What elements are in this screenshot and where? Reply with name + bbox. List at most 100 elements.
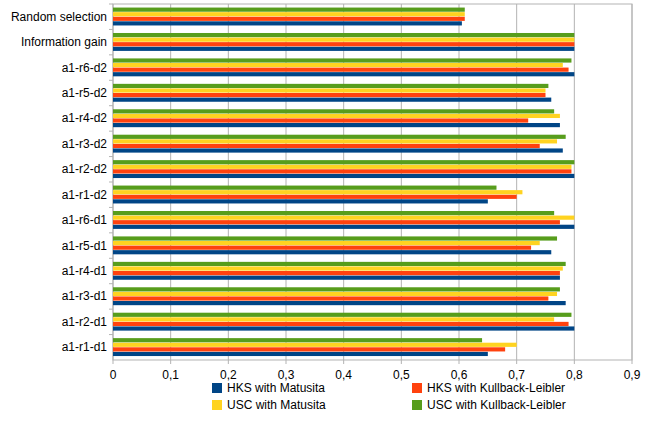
- bar: [113, 216, 574, 220]
- bar: [113, 148, 563, 152]
- grid-line: [343, 4, 344, 360]
- bar: [113, 144, 540, 148]
- bar: [113, 292, 557, 296]
- bar: [113, 98, 551, 102]
- tick-mark: [401, 360, 402, 364]
- category-tick: [109, 207, 113, 208]
- bar: [113, 347, 505, 351]
- legend-swatch: [412, 400, 422, 410]
- category-label: a1-r6-d2: [62, 61, 108, 75]
- legend-swatch: [212, 383, 222, 393]
- tick-mark: [459, 360, 460, 364]
- bar: [113, 287, 560, 291]
- tick-mark: [113, 360, 114, 364]
- y-ticks: Random selectionInformation gaina1-r6-d2…: [11, 4, 113, 354]
- bar: [113, 38, 574, 42]
- bars: [113, 8, 574, 356]
- category-label: a1-r3-d1: [62, 289, 108, 303]
- bar: [113, 135, 566, 139]
- category-tick: [109, 309, 113, 310]
- bar: [113, 241, 540, 245]
- tick-label: 0,1: [162, 368, 179, 382]
- category-tick: [109, 283, 113, 284]
- category-tick: [109, 54, 113, 55]
- bar: [113, 109, 554, 113]
- grid-line: [228, 4, 229, 360]
- grid-line: [286, 4, 287, 360]
- bar: [113, 199, 488, 203]
- bar: [113, 93, 546, 97]
- x-ticks: 00,10,20,30,40,50,60,70,80,9: [110, 360, 641, 382]
- bar: [113, 139, 557, 143]
- bar: [113, 84, 548, 88]
- bar: [113, 220, 560, 224]
- bar: [113, 8, 465, 12]
- bar: [113, 313, 571, 317]
- plot-frame: [113, 4, 632, 360]
- bar: [113, 262, 566, 266]
- grid-line: [401, 4, 402, 360]
- bar: [113, 17, 465, 21]
- bar: [113, 296, 548, 300]
- bar: [113, 338, 482, 342]
- tick-label: 0,4: [335, 368, 352, 382]
- legend-label: HKS with Kullback-Leibler: [427, 381, 565, 395]
- bar: [113, 322, 569, 326]
- chart-svg: 00,10,20,30,40,50,60,70,80,9Random selec…: [0, 0, 654, 428]
- category-tick: [109, 105, 113, 106]
- bar: [113, 301, 566, 305]
- bar: [113, 169, 571, 173]
- bar: [113, 174, 574, 178]
- bar: [113, 317, 554, 321]
- tick-mark: [632, 360, 633, 364]
- bar: [113, 246, 531, 250]
- tick-mark: [170, 360, 171, 364]
- category-label: a1-r5-d2: [62, 86, 108, 100]
- legend-swatch: [212, 400, 222, 410]
- grid-line: [516, 4, 517, 360]
- tick-label: 0,6: [451, 368, 468, 382]
- category-label: a1-r5-d1: [62, 239, 108, 253]
- bar: [113, 63, 563, 67]
- bar: [113, 186, 496, 190]
- category-tick: [109, 4, 113, 5]
- tick-label: 0,2: [220, 368, 237, 382]
- bar: [113, 195, 517, 199]
- category-tick: [109, 29, 113, 30]
- tick-mark: [228, 360, 229, 364]
- tick-mark: [343, 360, 344, 364]
- category-label: a1-r2-d1: [62, 315, 108, 329]
- bar: [113, 250, 551, 254]
- tick-mark: [574, 360, 575, 364]
- tick-label: 0: [110, 368, 117, 382]
- tick-mark: [516, 360, 517, 364]
- bar: [113, 114, 560, 118]
- bar: [113, 58, 571, 62]
- category-label: a1-r3-d2: [62, 137, 108, 151]
- bar: [113, 12, 465, 16]
- category-label: a1-r1-d2: [62, 188, 108, 202]
- grid-line: [574, 4, 575, 360]
- category-tick: [109, 334, 113, 335]
- category-label: Random selection: [11, 10, 107, 24]
- bar: [113, 352, 488, 356]
- category-tick: [109, 131, 113, 132]
- category-tick: [109, 80, 113, 81]
- category-label: a1-r1-d1: [62, 340, 108, 354]
- bar: [113, 190, 522, 194]
- bar: [113, 88, 546, 92]
- bar: [113, 160, 574, 164]
- legend-label: USC with Matusita: [227, 398, 326, 412]
- category-tick: [109, 156, 113, 157]
- tick-label: 0,5: [393, 368, 410, 382]
- category-label: a1-r4-d2: [62, 111, 108, 125]
- category-label: a1-r2-d2: [62, 162, 108, 176]
- bar: [113, 326, 574, 330]
- bar: [113, 118, 528, 122]
- category-tick: [109, 182, 113, 183]
- bar: [113, 47, 574, 51]
- grid: [113, 4, 632, 360]
- legend-label: USC with Kullback-Leibler: [427, 398, 566, 412]
- tick-mark: [286, 360, 287, 364]
- bar: [113, 68, 569, 72]
